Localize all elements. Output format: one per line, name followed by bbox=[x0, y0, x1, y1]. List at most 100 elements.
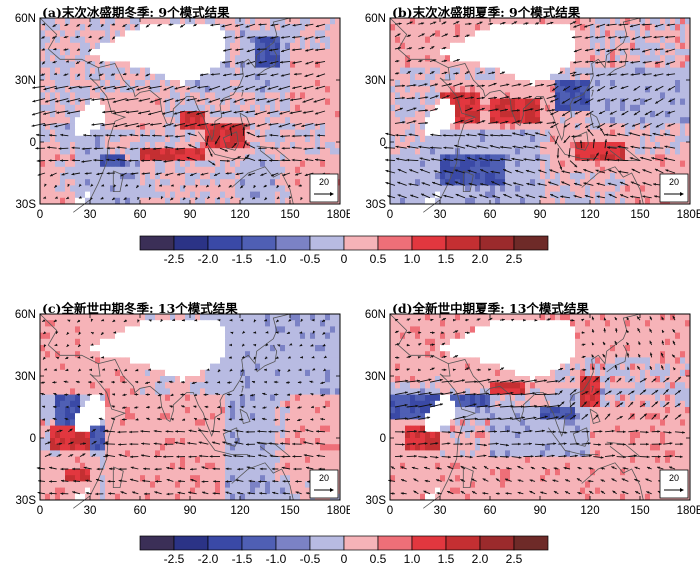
shading-cell bbox=[60, 148, 66, 155]
shading-cell bbox=[575, 135, 581, 143]
shading-cell bbox=[430, 42, 436, 50]
wind-vector bbox=[654, 60, 664, 65]
wind-vector bbox=[654, 23, 664, 28]
shading-cell bbox=[215, 86, 221, 93]
shading-cell bbox=[685, 98, 691, 106]
shading-cell bbox=[480, 42, 486, 50]
shading-cell bbox=[570, 98, 576, 106]
shading-cell bbox=[600, 191, 606, 199]
shading-cell bbox=[325, 314, 331, 321]
shading-cell bbox=[430, 129, 436, 137]
shading-cell bbox=[145, 369, 151, 377]
shading-cell bbox=[150, 92, 156, 99]
shading-cell bbox=[275, 320, 281, 327]
shading-cell bbox=[115, 111, 121, 118]
shading-cell bbox=[220, 73, 226, 81]
shading-cell bbox=[200, 142, 206, 149]
shading-cell bbox=[290, 61, 296, 68]
shading-cell bbox=[140, 117, 146, 124]
shading-cell bbox=[530, 92, 536, 99]
shading-cell bbox=[635, 154, 641, 161]
shading-cell bbox=[220, 160, 226, 168]
shading-cell bbox=[655, 42, 661, 50]
shading-cell bbox=[135, 55, 141, 62]
shading-cell bbox=[190, 129, 196, 137]
shading-cell bbox=[635, 86, 641, 93]
shading-cell bbox=[555, 111, 561, 118]
shading-cell bbox=[455, 92, 461, 99]
wind-vector bbox=[499, 120, 509, 124]
wind-vector bbox=[573, 23, 582, 28]
shading-cell bbox=[245, 104, 251, 112]
shading-cell bbox=[265, 42, 271, 50]
shading-cell bbox=[180, 135, 186, 143]
shading-cell bbox=[535, 92, 541, 99]
shading-cell bbox=[80, 160, 86, 168]
shading-cell bbox=[230, 369, 236, 377]
shading-cell bbox=[675, 86, 681, 93]
shading-cell bbox=[495, 179, 501, 186]
shading-cell bbox=[295, 197, 301, 205]
shading-cell bbox=[135, 73, 141, 81]
wind-vector bbox=[315, 48, 326, 52]
shading-cell bbox=[405, 42, 411, 50]
wind-vector bbox=[292, 122, 302, 127]
wind-vector bbox=[511, 109, 520, 112]
wind-vector bbox=[406, 120, 417, 124]
shading-cell bbox=[290, 36, 296, 44]
shading-cell bbox=[410, 135, 416, 143]
shading-cell bbox=[200, 135, 206, 143]
shading-cell bbox=[590, 173, 596, 180]
shading-cell bbox=[555, 61, 561, 68]
shading-cell bbox=[60, 142, 66, 149]
shading-cell bbox=[480, 80, 486, 87]
shading-cell bbox=[70, 191, 76, 199]
shading-cell bbox=[325, 104, 331, 112]
shading-cell bbox=[455, 24, 461, 31]
wind-vector bbox=[54, 184, 58, 188]
shading-cell bbox=[315, 148, 321, 155]
shading-cell bbox=[65, 338, 71, 346]
shading-cell bbox=[40, 67, 46, 75]
shading-cell bbox=[455, 197, 461, 205]
shading-cell bbox=[310, 55, 316, 62]
shading-cell bbox=[565, 123, 571, 130]
shading-cell bbox=[65, 36, 71, 44]
shading-cell bbox=[575, 111, 581, 118]
shading-cell bbox=[250, 173, 256, 180]
wind-vector bbox=[55, 98, 69, 103]
shading-cell bbox=[320, 148, 326, 155]
wind-vector bbox=[409, 169, 419, 174]
shading-cell bbox=[520, 55, 526, 62]
shading-cell bbox=[330, 314, 336, 321]
shading-cell bbox=[170, 369, 176, 377]
shading-cell bbox=[150, 55, 156, 62]
shading-cell bbox=[160, 42, 166, 50]
shading-cell bbox=[205, 191, 211, 199]
wind-vector bbox=[652, 132, 664, 137]
coastline bbox=[241, 89, 244, 97]
shading-cell bbox=[165, 49, 171, 56]
shading-cell bbox=[655, 18, 661, 25]
shading-cell bbox=[390, 135, 396, 143]
shading-cell bbox=[450, 104, 456, 112]
shading-cell bbox=[255, 357, 261, 364]
shading-cell bbox=[120, 86, 126, 93]
shading-cell bbox=[75, 80, 81, 87]
shading-cell bbox=[180, 30, 186, 37]
wind-vector bbox=[641, 146, 652, 150]
shading-cell bbox=[460, 191, 466, 199]
shading-cell bbox=[110, 117, 116, 124]
shading-cell bbox=[300, 314, 306, 321]
shading-cell bbox=[120, 36, 126, 44]
shading-cell bbox=[660, 129, 666, 137]
shading-cell bbox=[605, 191, 611, 199]
shading-cell bbox=[685, 80, 691, 87]
shading-cell bbox=[330, 135, 336, 143]
shading-cell bbox=[120, 179, 126, 186]
colorbar-swatch bbox=[173, 235, 209, 251]
shading-cell bbox=[250, 73, 256, 81]
shading-cell bbox=[240, 160, 246, 168]
shading-cell bbox=[410, 61, 416, 68]
shading-cell bbox=[225, 357, 231, 364]
